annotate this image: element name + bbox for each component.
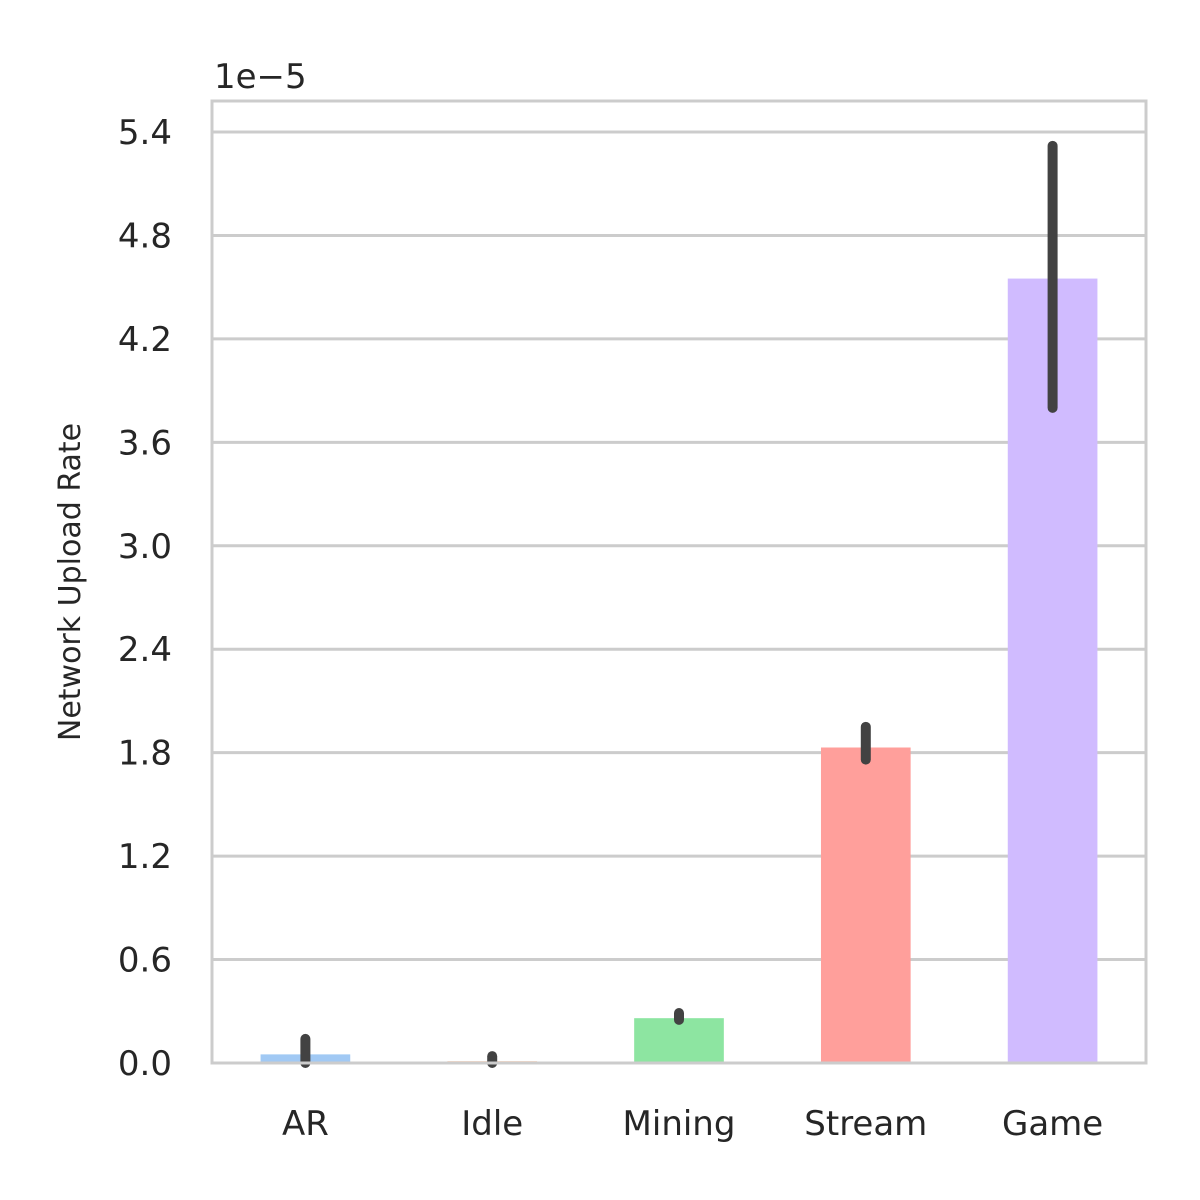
y-tick-label: 1.2 <box>118 837 172 877</box>
y-tick-label: 1.8 <box>118 734 172 774</box>
bar-stream <box>820 747 911 1063</box>
x-tick-label: Game <box>1002 1104 1103 1144</box>
plot-frame <box>210 99 1148 1065</box>
y-offset-label: 1e−5 <box>214 57 307 97</box>
y-tick-label: 4.2 <box>118 320 172 360</box>
y-tick-label: 3.0 <box>118 527 172 567</box>
x-tick-label: AR <box>282 1104 329 1144</box>
x-tick-label: Mining <box>623 1104 736 1144</box>
y-tick-label: 5.4 <box>118 113 172 153</box>
y-tick-label: 0.0 <box>118 1044 172 1084</box>
plot-background <box>212 101 1146 1063</box>
bar-mining <box>634 1018 724 1063</box>
y-axis-label: Network Upload Rate <box>53 423 88 741</box>
y-tick-label: 0.6 <box>118 941 172 981</box>
y-gridlines <box>212 130 1146 1065</box>
x-tick-label: Idle <box>461 1104 523 1144</box>
x-tick-label: Stream <box>804 1104 927 1144</box>
y-tick-labels: 0.0 0.6 1.2 1.8 2.4 3.0 3.6 4.2 4.8 5.4 <box>118 113 172 1084</box>
error-bars <box>300 140 1058 1068</box>
x-tick-labels: AR Idle Mining Stream Game <box>282 1104 1103 1144</box>
y-tick-label: 3.6 <box>118 423 172 463</box>
y-tick-label: 2.4 <box>118 630 172 670</box>
y-tick-label: 4.8 <box>118 216 172 256</box>
